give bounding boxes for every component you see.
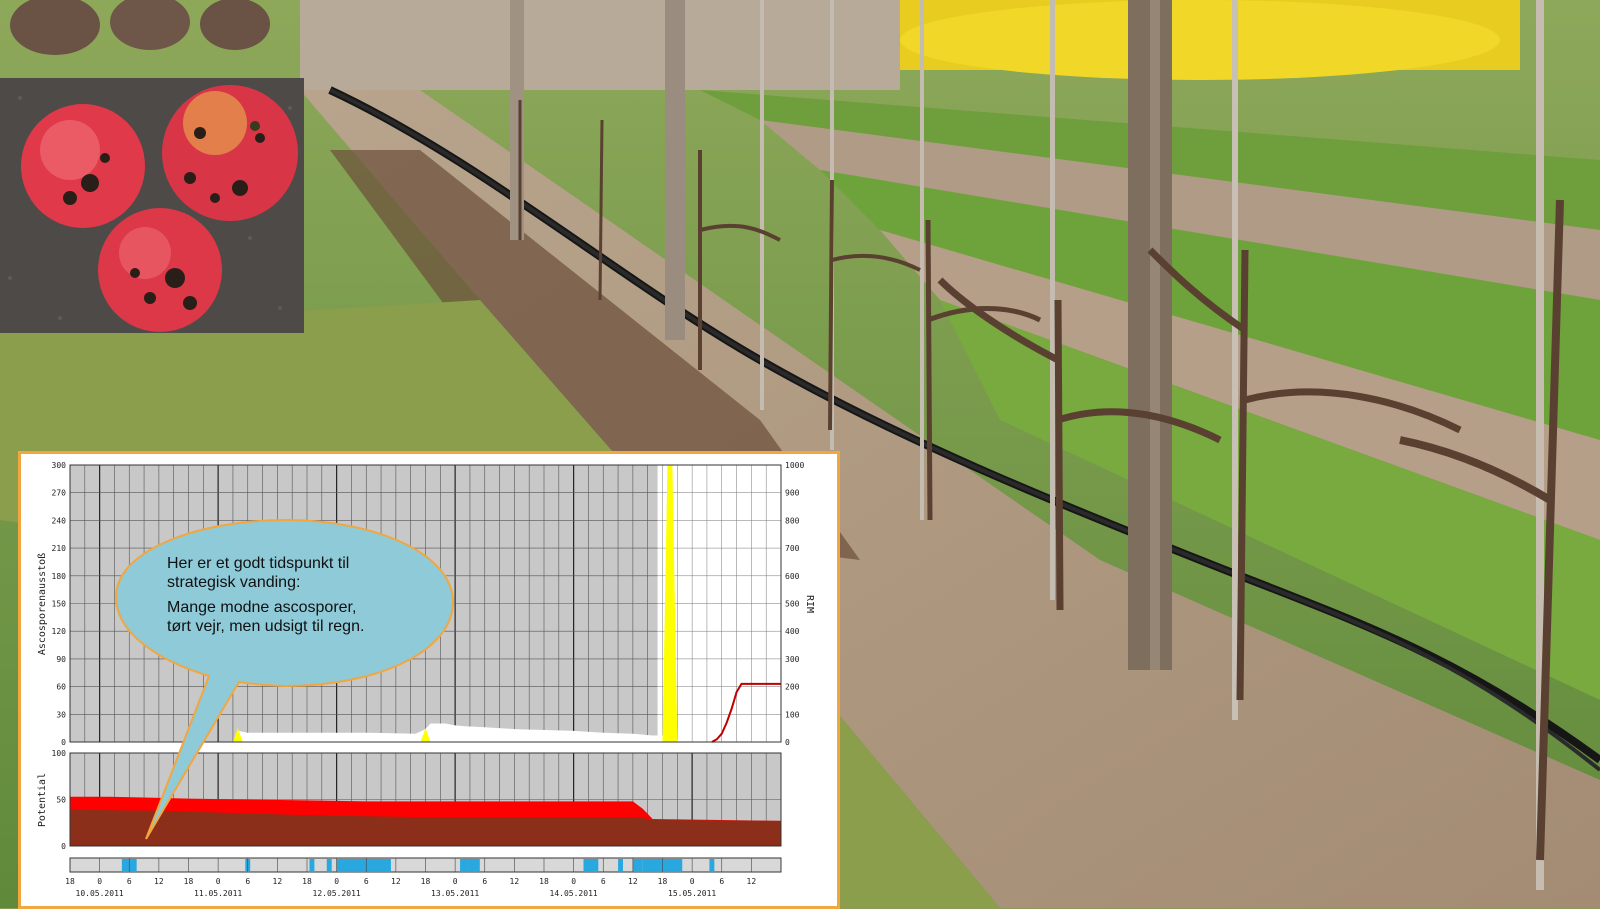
potential-tick-label: 0: [61, 842, 66, 851]
x-hour-label: 0: [571, 877, 576, 886]
x-axis-ticks: 18 0 6 12 18 0 6 12 18 0 6 12 18 0 6 12 18 0 6 12 18 0 6 12: [65, 877, 756, 886]
x-hour-label: 12: [154, 877, 164, 886]
right-tick-label: 900: [785, 489, 800, 498]
left-tick-label: 60: [56, 683, 66, 692]
left-tick-label: 180: [52, 572, 67, 581]
x-hour-label: 18: [539, 877, 549, 886]
potential-brown-area: [70, 809, 781, 846]
wetness-segment: [632, 859, 643, 871]
right-tick-label: 700: [785, 544, 800, 553]
x-hour-label: 6: [482, 877, 487, 886]
x-date-label: 10.05.2011: [76, 889, 124, 898]
rim-cumulative: [711, 682, 781, 743]
apple-scab-photo: [0, 78, 304, 333]
potential-areas: [70, 796, 781, 846]
x-hour-label: 18: [421, 877, 431, 886]
x-date-label: 15.05.2011: [668, 889, 716, 898]
x-hour-label: 6: [127, 877, 132, 886]
x-hour-label: 0: [453, 877, 458, 886]
scab-forecast-chart: 0 30 60 90 120 150 180 210 240 270 300 0 100 200 300 4…: [18, 451, 840, 909]
wetness-segment: [709, 859, 715, 871]
right-tick-label: 800: [785, 516, 800, 525]
callout-line-4: tørt vejr, men udsigt til regn.: [167, 618, 365, 635]
left-tick-label: 120: [52, 627, 67, 636]
left-tick-label: 150: [52, 600, 67, 609]
ascospore-area: [70, 723, 683, 742]
left-tick-label: 270: [52, 489, 67, 498]
x-hour-label: 18: [658, 877, 668, 886]
x-date-label: 13.05.2011: [431, 889, 479, 898]
x-axis-dates: 10.05.2011 11.05.2011 12.05.2011 13.05.2011…: [76, 889, 717, 898]
x-hour-label: 6: [364, 877, 369, 886]
x-hour-label: 0: [334, 877, 339, 886]
wetness-segment: [336, 859, 391, 871]
x-hour-label: 18: [302, 877, 312, 886]
x-date-label: 11.05.2011: [194, 889, 242, 898]
x-hour-label: 0: [690, 877, 695, 886]
x-date-label: 14.05.2011: [550, 889, 598, 898]
potential-axis-ticks: 0 50 100: [52, 749, 67, 851]
wetness-segment: [583, 859, 599, 871]
wetness-segment: [618, 859, 623, 871]
right-tick-label: 100: [785, 710, 800, 719]
x-hour-label: 18: [184, 877, 194, 886]
right-axis-ticks: 0 100 200 300 400 500 600 700 800 900 1000: [785, 461, 804, 747]
potential-tick-label: 100: [52, 749, 67, 758]
right-tick-label: 400: [785, 627, 800, 636]
callout-text: Her er et godt tidspunkt til strategisk …: [167, 554, 437, 636]
x-date-label: 12.05.2011: [313, 889, 361, 898]
potential-axis-title: Potential: [37, 773, 48, 827]
left-tick-label: 300: [52, 461, 67, 470]
callout-bubble: [114, 518, 455, 840]
potential-tick-label: 50: [56, 796, 66, 805]
x-hour-label: 12: [273, 877, 283, 886]
right-tick-label: 1000: [785, 461, 804, 470]
left-tick-label: 210: [52, 544, 67, 553]
x-hour-label: 12: [391, 877, 401, 886]
x-hour-label: 0: [97, 877, 102, 886]
left-tick-label: 0: [61, 738, 66, 747]
x-hour-label: 6: [245, 877, 250, 886]
rim-cumulative-line: [711, 682, 781, 743]
left-axis-ticks: 0 30 60 90 120 150 180 210 240 270 300: [52, 461, 67, 747]
wetness-segment: [460, 859, 468, 871]
left-axis-title: Ascosporenausstoß: [37, 553, 48, 655]
x-hour-label: 6: [719, 877, 724, 886]
right-axis-title: RIM: [804, 595, 815, 613]
wetness-segment: [309, 859, 315, 871]
x-hour-label: 12: [628, 877, 638, 886]
callout-line-1: Her er et godt tidspunkt til: [167, 555, 350, 572]
callout-line-2: strategisk vanding:: [167, 574, 301, 591]
x-hour-label: 0: [216, 877, 221, 886]
right-tick-label: 300: [785, 655, 800, 664]
left-tick-label: 30: [56, 710, 66, 719]
callout-line-3: Mange modne ascosporer,: [167, 599, 357, 616]
x-hour-label: 12: [510, 877, 520, 886]
left-tick-label: 90: [56, 655, 66, 664]
x-hour-label: 18: [65, 877, 75, 886]
right-tick-label: 500: [785, 600, 800, 609]
x-hour-label: 12: [747, 877, 757, 886]
left-tick-label: 240: [52, 516, 67, 525]
wetness-segment: [467, 859, 480, 871]
right-tick-label: 600: [785, 572, 800, 581]
wetness-segment: [326, 859, 332, 871]
right-tick-label: 0: [785, 738, 790, 747]
x-hour-label: 6: [601, 877, 606, 886]
wetness-segments: [69, 858, 782, 872]
right-tick-label: 200: [785, 683, 800, 692]
ascospore-series: [70, 723, 683, 742]
top-grid: [69, 464, 782, 743]
